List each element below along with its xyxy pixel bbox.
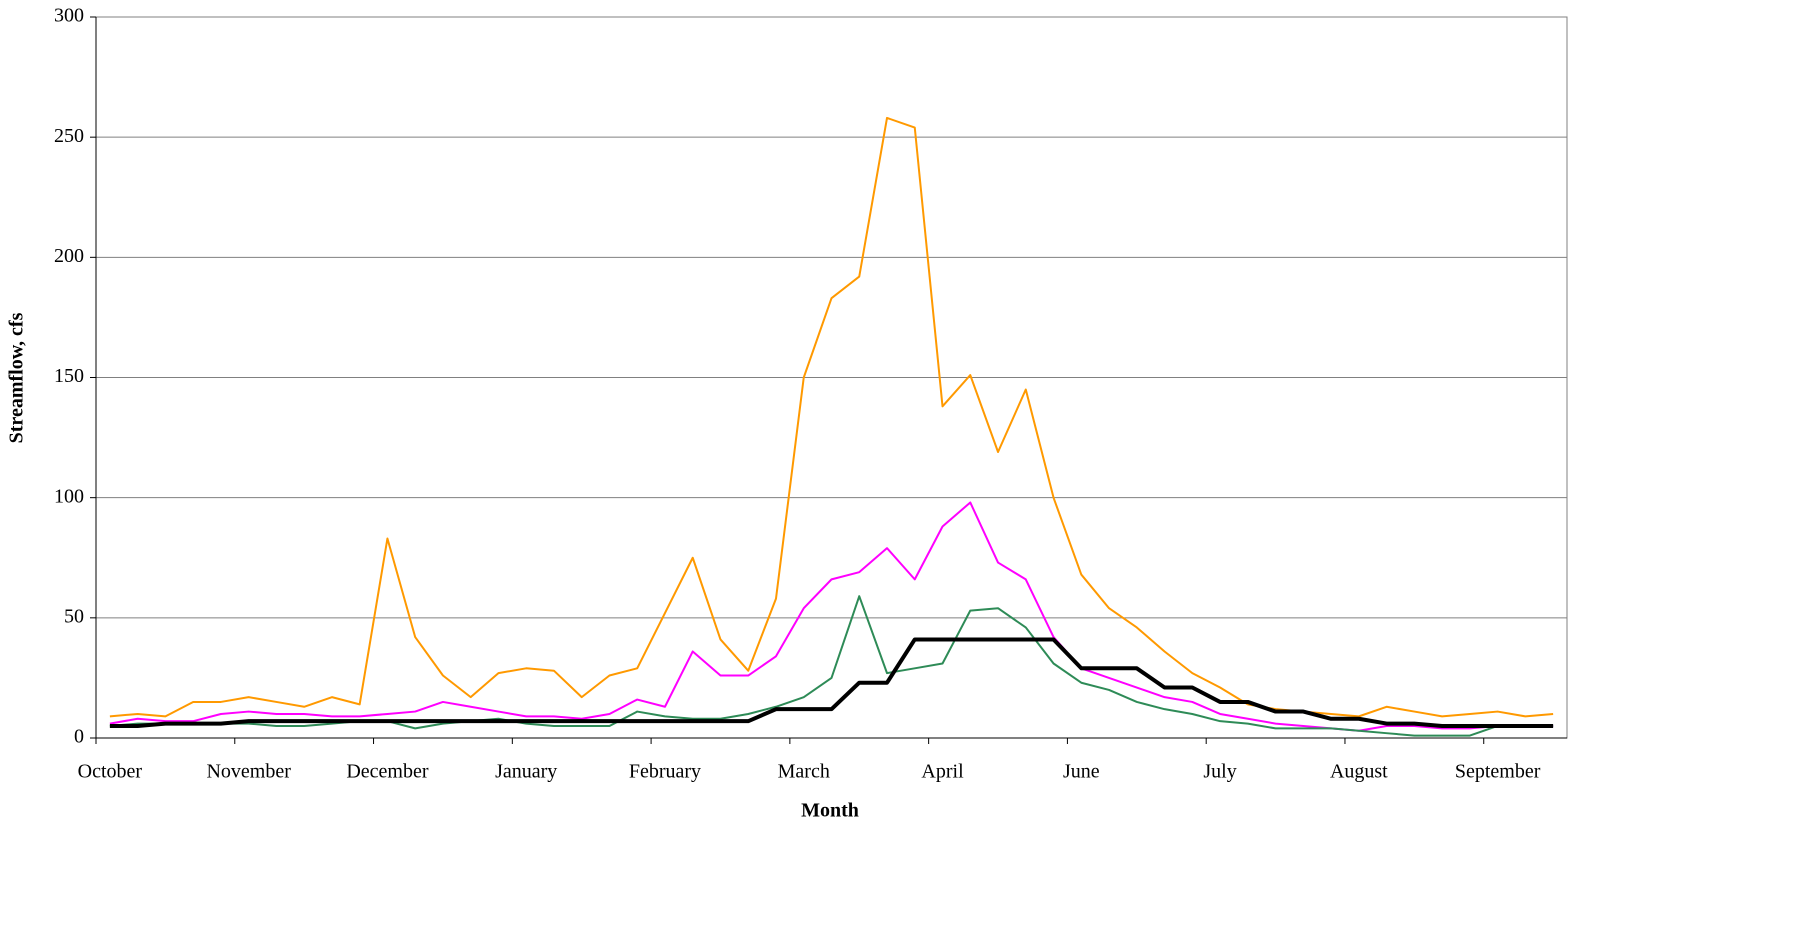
y-tick-label: 300: [54, 5, 84, 27]
x-tick-label: August: [1330, 761, 1388, 783]
x-tick-label: November: [206, 761, 291, 783]
y-tick-label: 150: [54, 365, 84, 387]
y-tick-label: 0: [74, 726, 84, 748]
x-tick-label: March: [778, 761, 830, 783]
series-line: [109, 501, 1554, 732]
x-tick-label: January: [495, 761, 557, 783]
x-axis-title: Month: [801, 800, 859, 822]
x-tick-label: February: [629, 761, 701, 783]
x-tick-label: July: [1203, 761, 1236, 783]
x-tick-label: October: [78, 761, 143, 783]
y-tick-label: 50: [64, 605, 84, 627]
x-tick-label: April: [921, 761, 964, 783]
x-tick-label: December: [346, 761, 429, 783]
y-axis-title: Streamflow, cfs: [6, 312, 28, 443]
y-tick-label: 200: [54, 245, 84, 267]
series-line: [109, 116, 1554, 718]
y-tick-label: 250: [54, 125, 84, 147]
y-tick-label: 100: [54, 485, 84, 507]
x-tick-label: June: [1063, 761, 1100, 783]
x-tick-label: September: [1455, 761, 1541, 783]
series-line: [109, 637, 1554, 728]
